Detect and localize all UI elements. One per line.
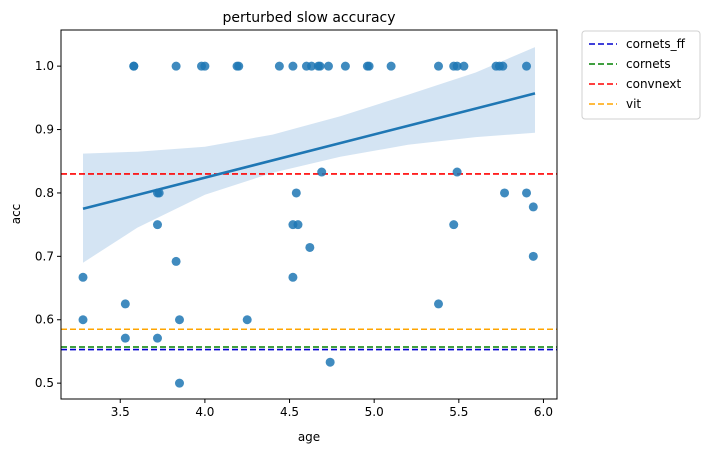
- data-point: [452, 61, 462, 71]
- data-point: [288, 61, 298, 71]
- data-point: [325, 357, 335, 367]
- data-point: [323, 61, 333, 71]
- reference-lines: [61, 173, 557, 351]
- data-point: [434, 299, 444, 309]
- y-tick-label: 0.5: [35, 376, 54, 390]
- legend-label-convnext: convnext: [626, 77, 682, 91]
- x-axis-label: age: [298, 430, 320, 444]
- data-point: [500, 188, 510, 198]
- data-point: [452, 167, 462, 177]
- data-point: [522, 61, 532, 71]
- data-point: [171, 256, 181, 266]
- data-point: [129, 61, 139, 71]
- data-point: [522, 188, 532, 198]
- data-point: [174, 315, 184, 325]
- data-point: [449, 220, 459, 230]
- data-point: [340, 61, 350, 71]
- data-point: [498, 61, 508, 71]
- plot-frame: [60, 29, 558, 400]
- data-point: [317, 167, 327, 177]
- legend-label-cornets: cornets: [626, 57, 671, 71]
- data-point: [120, 333, 130, 343]
- data-point: [78, 315, 88, 325]
- data-point: [293, 220, 303, 230]
- legend-label-cornets_ff: cornets_ff: [626, 37, 686, 51]
- x-tick-label: 3.5: [111, 405, 130, 419]
- data-point: [152, 333, 162, 343]
- data-point: [174, 378, 184, 388]
- data-point: [305, 242, 315, 252]
- x-tick-label: 5.0: [365, 405, 384, 419]
- y-tick-label: 0.7: [35, 249, 54, 263]
- x-axis-ticks: 3.5 4.0 4.5 5.0 5.5 6.0: [111, 399, 553, 419]
- data-point: [307, 61, 317, 71]
- regression-line: [82, 92, 536, 211]
- data-point: [171, 61, 181, 71]
- x-tick-label: 4.0: [195, 405, 214, 419]
- x-tick-label: 4.5: [280, 405, 299, 419]
- y-tick-label: 0.9: [35, 123, 54, 137]
- data-point: [200, 61, 210, 71]
- y-axis-label: acc: [9, 204, 23, 225]
- legend-frame: [581, 30, 701, 120]
- y-tick-label: 0.8: [35, 186, 54, 200]
- x-tick-label: 5.5: [449, 405, 468, 419]
- data-point: [459, 61, 469, 71]
- data-point: [386, 61, 396, 71]
- y-tick-label: 1.0: [35, 59, 54, 73]
- data-point: [234, 61, 244, 71]
- data-point: [528, 251, 538, 261]
- legend-label-vit: vit: [626, 97, 641, 111]
- data-point: [152, 220, 162, 230]
- plot-area: [61, 47, 557, 388]
- y-tick-label: 0.6: [35, 313, 54, 327]
- data-point: [315, 61, 325, 71]
- data-point: [288, 272, 298, 282]
- data-point: [364, 61, 374, 71]
- y-axis-ticks: 0.5 0.6 0.7 0.8 0.9 1.0: [35, 59, 61, 390]
- x-tick-label: 6.0: [534, 405, 553, 419]
- chart-title: perturbed slow accuracy: [222, 10, 395, 26]
- data-point: [78, 272, 88, 282]
- data-point: [434, 61, 444, 71]
- data-point: [528, 202, 538, 212]
- data-point: [274, 61, 284, 71]
- data-point: [242, 315, 252, 325]
- data-point: [291, 188, 301, 198]
- confidence-band: [83, 47, 535, 263]
- data-point: [120, 299, 130, 309]
- scatter-points: [78, 61, 538, 388]
